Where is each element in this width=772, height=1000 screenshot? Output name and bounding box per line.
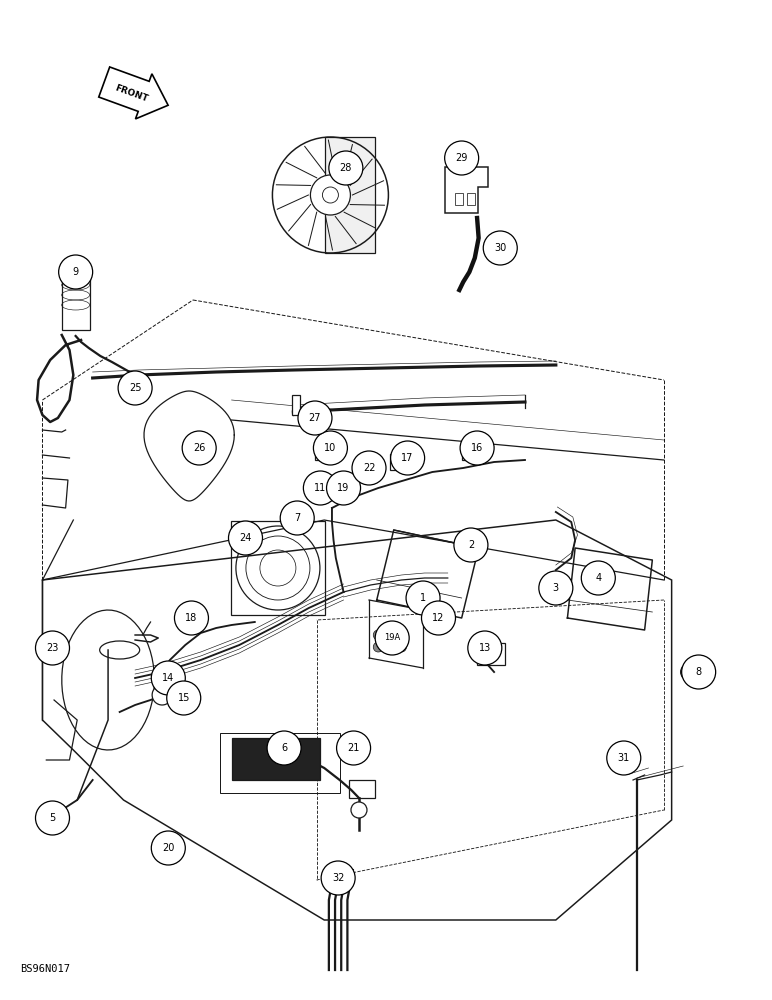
Text: 27: 27 [309,413,321,423]
Bar [62,270,90,330]
Circle shape [151,831,185,865]
Circle shape [539,571,573,605]
Bar [462,446,483,460]
Circle shape [280,501,314,535]
Bar [326,137,375,253]
Circle shape [229,521,262,555]
Bar [220,733,340,793]
Bar [231,521,325,615]
Bar [426,613,448,628]
Circle shape [298,401,332,435]
Circle shape [454,528,488,562]
Circle shape [152,685,172,705]
Circle shape [174,601,208,635]
Text: 20: 20 [162,843,174,853]
Circle shape [397,630,406,640]
Bar [315,444,337,460]
Bar [292,395,300,415]
Circle shape [374,630,383,640]
Text: 28: 28 [340,163,352,173]
Text: 13: 13 [479,643,491,653]
Text: 21: 21 [347,743,360,753]
Circle shape [329,151,363,185]
Text: 1: 1 [420,593,426,603]
Bar [349,780,375,798]
Circle shape [151,661,185,695]
Text: 7: 7 [294,513,300,523]
Circle shape [581,561,615,595]
Text: 31: 31 [618,753,630,763]
Text: 30: 30 [494,243,506,253]
Circle shape [468,631,502,665]
Text: FRONT: FRONT [113,83,149,104]
Text: 11: 11 [314,483,327,493]
Text: 14: 14 [162,673,174,683]
Text: 23: 23 [46,643,59,653]
Circle shape [59,255,93,289]
Circle shape [313,431,347,465]
Text: BS96N017: BS96N017 [20,964,70,974]
Bar [307,484,325,498]
Circle shape [36,801,69,835]
Circle shape [460,431,494,465]
Circle shape [303,471,337,505]
Circle shape [118,371,152,405]
Text: 15: 15 [178,693,190,703]
Bar [303,416,324,430]
Polygon shape [99,67,168,119]
Circle shape [422,601,455,635]
Circle shape [352,451,386,485]
Bar [455,193,463,205]
Circle shape [327,471,361,505]
Circle shape [445,141,479,175]
Text: 10: 10 [324,443,337,453]
Circle shape [36,631,69,665]
Circle shape [267,731,301,765]
Text: 18: 18 [185,613,198,623]
Circle shape [397,642,406,652]
Text: 3: 3 [553,583,559,593]
Text: 19A: 19A [384,634,401,643]
Circle shape [483,231,517,265]
Text: 5: 5 [49,813,56,823]
Bar [390,454,411,470]
Circle shape [607,741,641,775]
Text: 29: 29 [455,153,468,163]
Text: 12: 12 [432,613,445,623]
Text: 25: 25 [129,383,141,393]
Circle shape [391,441,425,475]
Circle shape [182,431,216,465]
Text: 9: 9 [73,267,79,277]
Circle shape [310,175,350,215]
Text: 6: 6 [281,743,287,753]
Text: 16: 16 [471,443,483,453]
Circle shape [385,630,394,640]
Circle shape [406,581,440,615]
Circle shape [167,681,201,715]
Bar [467,193,475,205]
Bar [357,464,374,478]
Circle shape [682,655,716,689]
Bar [477,643,505,665]
Circle shape [337,731,371,765]
Text: 17: 17 [401,453,414,463]
Circle shape [374,642,383,652]
Bar [232,738,320,780]
Text: 24: 24 [239,533,252,543]
Circle shape [321,861,355,895]
Circle shape [351,802,367,818]
Text: 26: 26 [193,443,205,453]
Text: 19: 19 [337,483,350,493]
Text: 4: 4 [595,573,601,583]
Text: 22: 22 [363,463,375,473]
Text: 8: 8 [696,667,702,677]
Text: 2: 2 [468,540,474,550]
Text: 32: 32 [332,873,344,883]
Circle shape [375,621,409,655]
Circle shape [385,642,394,652]
